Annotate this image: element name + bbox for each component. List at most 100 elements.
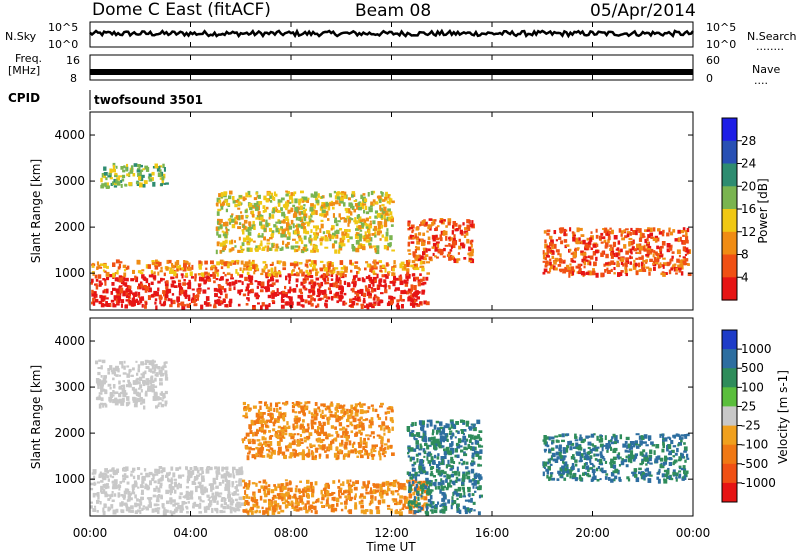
- echo-cell: [408, 253, 411, 255]
- echo-cell: [599, 459, 602, 464]
- echo-cell: [625, 450, 628, 453]
- echo-cell: [175, 467, 179, 471]
- echo-cell: [321, 490, 323, 495]
- echo-cell: [674, 264, 677, 266]
- echo-cell: [408, 455, 410, 457]
- echo-cell: [229, 218, 231, 222]
- echo-cell: [344, 229, 348, 232]
- echo-cell: [287, 236, 291, 240]
- echo-cell: [376, 510, 380, 514]
- echo-cell: [386, 228, 388, 231]
- echo-cell: [372, 220, 375, 224]
- echo-cell: [122, 170, 125, 173]
- echo-cell: [130, 505, 134, 509]
- echo-cell: [474, 491, 476, 493]
- echo-cell: [324, 303, 327, 307]
- echo-cell: [657, 472, 661, 475]
- echo-cell: [662, 258, 666, 260]
- echo-cell: [155, 298, 157, 301]
- echo-cell: [253, 406, 257, 409]
- echo-cell: [93, 301, 95, 305]
- echo-cell: [267, 269, 270, 272]
- echo-cell: [291, 246, 294, 249]
- echo-cell: [129, 183, 132, 185]
- echo-cell: [112, 394, 115, 396]
- echo-cell: [336, 300, 339, 303]
- echo-cell: [231, 219, 235, 223]
- echo-cell: [216, 202, 218, 206]
- echo-cell: [639, 440, 643, 444]
- echo-cell: [458, 225, 461, 228]
- echo-cell: [293, 191, 296, 194]
- echo-cell: [644, 434, 648, 439]
- echo-cell: [420, 239, 423, 242]
- echo-cell: [221, 474, 225, 478]
- echo-cell: [224, 262, 228, 267]
- echo-cell: [349, 440, 352, 445]
- echo-cell: [240, 211, 242, 213]
- echo-cell: [355, 261, 359, 264]
- echo-cell: [465, 500, 468, 502]
- echo-cell: [171, 300, 173, 305]
- echo-cell: [659, 262, 661, 265]
- echo-cell: [286, 217, 288, 222]
- echo-cell: [99, 301, 103, 304]
- echo-cell: [575, 253, 578, 257]
- echo-cell: [554, 244, 557, 249]
- echo-cell: [600, 478, 602, 480]
- echo-cell: [155, 166, 159, 168]
- echo-cell: [418, 281, 421, 286]
- echo-cell: [551, 478, 555, 481]
- echo-cell: [647, 234, 651, 238]
- echo-cell: [328, 234, 331, 239]
- echo-cell: [348, 221, 351, 224]
- echo-cell: [290, 304, 293, 308]
- echo-cell: [642, 475, 645, 479]
- echo-cell: [188, 267, 192, 271]
- echo-cell: [311, 193, 314, 197]
- echo-cell: [466, 219, 470, 223]
- echo-cell: [566, 474, 569, 477]
- echo-cell: [383, 279, 386, 283]
- echo-cell: [260, 273, 263, 275]
- echo-cell: [144, 166, 148, 170]
- echo-cell: [426, 504, 430, 506]
- echo-cell: [141, 490, 144, 495]
- echo-cell: [664, 437, 667, 441]
- echo-cell: [412, 464, 415, 467]
- echo-cell: [130, 278, 134, 281]
- echo-cell: [126, 296, 130, 298]
- echo-cell: [428, 493, 432, 495]
- echo-cell: [600, 455, 603, 459]
- echo-cell: [377, 288, 379, 290]
- echo-cell: [600, 436, 603, 438]
- echo-cell: [436, 421, 439, 424]
- echo-cell: [155, 508, 158, 512]
- echo-cell: [166, 290, 169, 294]
- echo-cell: [152, 182, 155, 187]
- echo-cell: [415, 290, 418, 295]
- echo-cell: [281, 220, 285, 223]
- echo-cell: [347, 239, 349, 242]
- echo-cell: [296, 485, 298, 487]
- echo-cell: [216, 227, 218, 231]
- echo-cell: [385, 192, 388, 197]
- echo-cell: [253, 241, 256, 243]
- echo-cell: [670, 258, 673, 261]
- echo-cell: [95, 361, 98, 365]
- echo-cell: [138, 292, 140, 295]
- echo-cell: [126, 173, 129, 176]
- echo-cell: [557, 253, 559, 256]
- echo-cell: [639, 463, 642, 465]
- echo-cell: [166, 501, 170, 505]
- echo-cell: [377, 302, 380, 306]
- echo-cell: [460, 429, 464, 431]
- echo-cell: [448, 222, 451, 226]
- echo-cell: [569, 475, 571, 478]
- echo-cell: [305, 263, 309, 266]
- echo-cell: [271, 279, 274, 282]
- echo-cell: [96, 279, 99, 282]
- echo-cell: [456, 443, 459, 446]
- echo-cell: [463, 492, 465, 496]
- echo-cell: [106, 475, 109, 478]
